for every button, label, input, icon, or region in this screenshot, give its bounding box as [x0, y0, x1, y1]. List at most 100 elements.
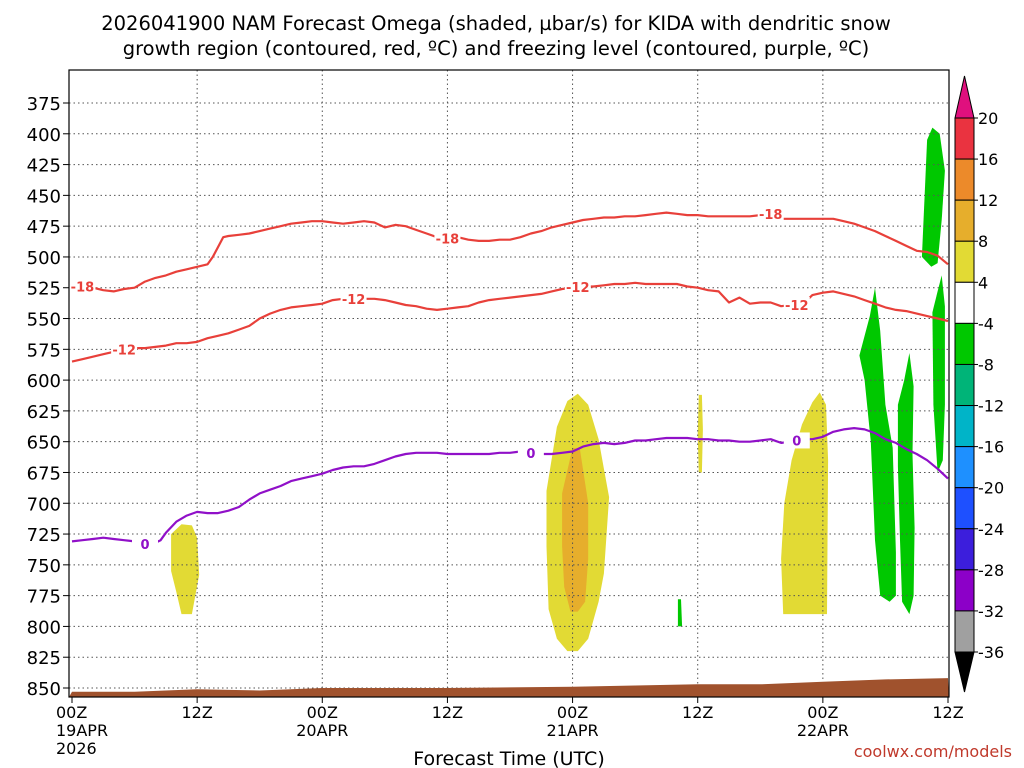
x-tick-label-84-time: 12Z [932, 703, 963, 722]
colorbar-label-2: 16 [978, 150, 998, 169]
colorbar-bin-10 [954, 487, 975, 530]
x-tick-label-72-date: 22APR [797, 721, 849, 740]
colorbar-label-11: -24 [978, 520, 1004, 539]
terrain-fill [69, 678, 949, 697]
contour-label-1-3: -18 [759, 208, 783, 223]
colorbar-max-arrow [954, 75, 975, 119]
contour-label-layer: -18 -18 -18 -12 -12 -12 -12 0 0 0 [69, 205, 810, 553]
y-tick-label-500: 500 [27, 248, 61, 269]
chart-title-line-1: 2026041900 NAM Forecast Omega (shaded, µ… [101, 12, 891, 35]
colorbar-bin-4 [954, 240, 975, 283]
contour-label-bg-1-1 [69, 278, 96, 295]
colorbar-label-4: 8 [978, 232, 988, 251]
colorbar-label-8: -12 [978, 397, 1004, 416]
y-tick-label-600: 600 [27, 371, 61, 392]
colorbar-label-5: 4 [978, 273, 988, 292]
y-tick-label-575: 575 [27, 340, 61, 361]
x-tick-label-0-year: 2026 [56, 739, 97, 758]
colorbar-bin-6 [954, 322, 975, 365]
colorbar-bin-11 [954, 528, 975, 571]
x-axis-title: Forecast Time (UTC) [413, 748, 604, 768]
colorbar-bin-1 [954, 117, 975, 160]
colorbar-label-14: -36 [978, 643, 1004, 662]
omega-region-6 [921, 127, 945, 267]
contour-label-1-2: -18 [436, 232, 460, 247]
x-tick-label-48-time: 00Z [557, 703, 588, 722]
contour-label-2-3: -12 [566, 281, 590, 296]
contour-label-bg-3-1 [132, 535, 158, 552]
y-tick-label-400: 400 [27, 125, 61, 146]
y-tick-label-850: 850 [27, 679, 61, 700]
plot-frame [68, 69, 950, 698]
credit-text: coolwx.com/models [854, 742, 1012, 761]
contour-label-2-2: -12 [342, 293, 366, 308]
contour-label-bg-3-3 [783, 432, 810, 449]
contour-label-bg-3-2 [517, 444, 544, 461]
contour-label-bg-1-3 [757, 205, 784, 222]
x-tick-label-0-date: 19APR [56, 721, 108, 740]
omega-region-10 [677, 599, 683, 627]
y-tick-label-725: 725 [27, 525, 61, 546]
colorbar-bin-2 [954, 158, 975, 201]
y-tick-label-650: 650 [27, 433, 61, 454]
omega-region-4 [781, 392, 829, 615]
colorbar-label-9: -16 [978, 438, 1004, 457]
y-tick-label-800: 800 [27, 617, 61, 638]
colorbar-bin-7 [954, 363, 975, 407]
x-tick-label-60-time: 12Z [682, 703, 713, 722]
colorbar-bin-5 [954, 281, 975, 324]
y-tick-label-700: 700 [27, 494, 61, 515]
y-tick-label-625: 625 [27, 402, 61, 423]
omega-region-8 [897, 353, 915, 615]
omega-region-3 [562, 447, 589, 612]
y-axis: 375 400 425 450 475 500 525 550 575 600 625 650 675 7… [27, 94, 69, 700]
omega-region-9 [932, 275, 945, 473]
contour-label-2-1: -12 [112, 343, 136, 358]
colorbar-label-13: -32 [978, 602, 1004, 621]
chart-title-line-2: growth region (contoured, red, ºC) and f… [123, 37, 870, 60]
y-tick-label-675: 675 [27, 463, 61, 484]
colorbar-label-7: -8 [978, 355, 994, 374]
contour-line-1 [71, 211, 949, 293]
y-tick-label-750: 750 [27, 556, 61, 577]
contour-label-bg-1-2 [434, 230, 461, 247]
x-tick-label-48-date: 21APR [547, 721, 599, 740]
contour-label-1-1: -18 [71, 281, 95, 296]
contour-label-bg-2-3 [564, 279, 591, 296]
colorbar-label-6: -4 [978, 314, 994, 333]
colorbar: 20 16 12 8 4 -4 -8 -12 -16 -20 -24 -28 -32 -36 [954, 75, 1004, 693]
x-tick-label-36-time: 12Z [432, 703, 463, 722]
colorbar-label-12: -28 [978, 561, 1004, 580]
contour-label-bg-2-4 [783, 296, 810, 313]
omega-shading-layer [171, 127, 945, 652]
y-tick-label-375: 375 [27, 94, 61, 115]
contour-label-2-4: -12 [785, 299, 809, 314]
grid-layer [69, 70, 949, 697]
y-tick-label-550: 550 [27, 310, 61, 331]
omega-region-7 [859, 287, 896, 602]
y-tick-label-425: 425 [27, 156, 61, 177]
contour-label-3-2: 0 [526, 447, 535, 462]
colorbar-bin-8 [954, 405, 975, 448]
contour-label-3-1: 0 [140, 538, 149, 553]
y-tick-label-825: 825 [27, 648, 61, 669]
y-tick-label-475: 475 [27, 217, 61, 238]
contour-label-bg-2-2 [340, 290, 367, 307]
colorbar-bin-9 [954, 446, 975, 489]
omega-region-1 [171, 524, 200, 615]
colorbar-min-arrow [954, 651, 975, 693]
y-tick-label-775: 775 [27, 587, 61, 608]
x-tick-label-24-date: 20APR [296, 721, 348, 740]
contour-label-bg-2-1 [111, 341, 138, 358]
colorbar-bin-12 [954, 569, 975, 612]
terrain-layer [69, 678, 949, 697]
x-tick-label-0-time: 00Z [56, 703, 87, 722]
colorbar-label-10: -20 [978, 479, 1004, 498]
x-tick-label-12-time: 12Z [181, 703, 212, 722]
colorbar-bin-13 [954, 610, 975, 653]
x-tick-label-24-time: 00Z [307, 703, 338, 722]
contour-label-3-3: 0 [792, 434, 801, 449]
y-tick-label-450: 450 [27, 186, 61, 207]
omega-region-5 [697, 394, 703, 473]
